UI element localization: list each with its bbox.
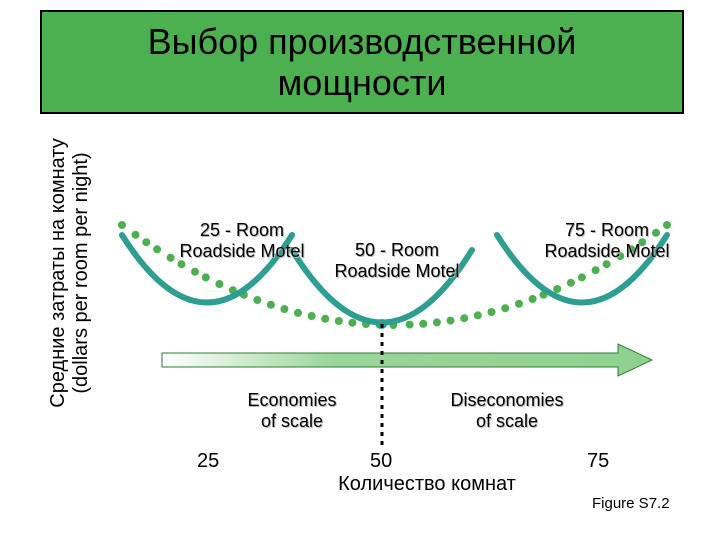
curve-label-75: 75 - Room Roadside Motel [532, 220, 682, 261]
scale-arrow [162, 344, 652, 376]
x-tick-25: 25 [197, 450, 219, 473]
y-axis-label: Средние затраты на комнату (dollars per … [47, 123, 93, 423]
chart-svg [112, 135, 700, 470]
slide-title: Выбор производственной мощности [148, 21, 577, 104]
x-axis-label: Количество комнат [307, 473, 547, 496]
curve-label-25: 25 - Room Roadside Motel [167, 220, 317, 261]
x-tick-50: 50 [370, 450, 392, 473]
title-box: Выбор производственной мощности [40, 10, 684, 114]
plot-area: 25 - Room Roadside Motel 50 - Room Roads… [112, 135, 700, 470]
diseconomies-label: Diseconomies of scale [432, 390, 582, 431]
x-tick-75: 75 [587, 450, 609, 473]
slide: Выбор производственной мощности Средние … [0, 0, 720, 540]
curve-label-50: 50 - Room Roadside Motel [322, 240, 472, 281]
figure-reference: Figure S7.2 [592, 495, 670, 512]
economies-label: Economies of scale [217, 390, 367, 431]
